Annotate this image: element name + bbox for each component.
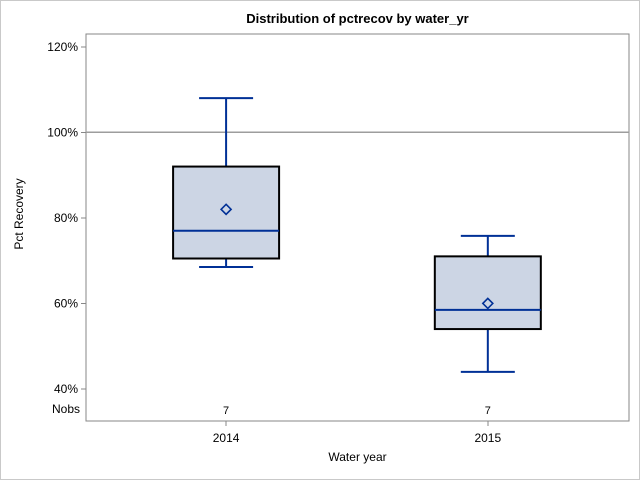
mean-diamond-marker (481, 297, 494, 310)
y-axis-tick-label: 100% (47, 125, 78, 139)
y-axis-tick-label: 60% (54, 296, 78, 310)
iqr-box (172, 165, 281, 260)
x-axis-tick-label: 2014 (213, 431, 240, 445)
x-axis-tick-label: 2015 (474, 431, 501, 445)
y-axis-tick-label: 80% (54, 211, 78, 225)
nobs-value: 7 (485, 405, 491, 417)
plot-frame (85, 33, 630, 422)
y-axis-tick-label: 40% (54, 382, 78, 396)
y-axis-tick-label: 120% (47, 40, 78, 54)
nobs-row-label: Nobs (51, 402, 80, 416)
chart-title: Distribution of pctrecov by water_yr (246, 11, 469, 26)
x-axis-title: Water year (328, 450, 387, 464)
nobs-value: 7 (223, 405, 229, 417)
iqr-box (433, 255, 542, 331)
mean-diamond-marker (219, 203, 233, 216)
